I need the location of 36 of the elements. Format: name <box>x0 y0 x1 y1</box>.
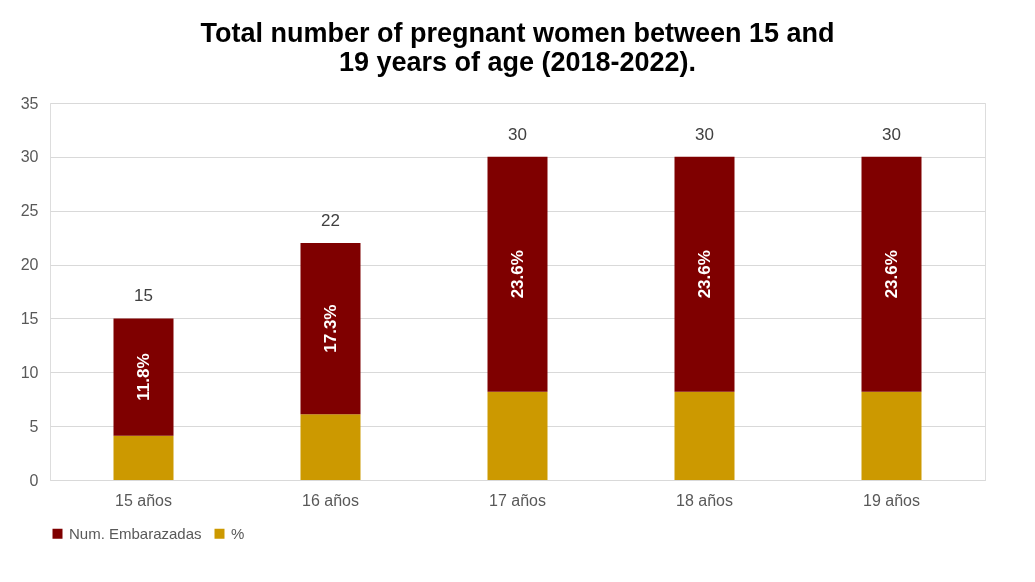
bar <box>674 391 735 480</box>
total-label: 30 <box>882 124 901 144</box>
bar <box>487 156 548 392</box>
y-tick-label: 10 <box>20 363 39 381</box>
x-tick-label: 16 años <box>302 491 359 509</box>
total-label: 30 <box>508 124 527 144</box>
bar <box>113 318 174 436</box>
y-tick-label: 20 <box>20 256 39 274</box>
x-tick-label: 15 años <box>115 491 172 509</box>
bar <box>113 435 174 480</box>
legend-label: % <box>231 524 245 542</box>
y-tick-label: 35 <box>20 94 39 112</box>
annotation: 23.6% <box>507 250 527 299</box>
annotation: 23.6% <box>881 250 901 299</box>
annotation: 17.3% <box>320 304 340 353</box>
total-label: 22 <box>321 211 340 231</box>
y-tick-label: 15 <box>20 309 39 327</box>
bar <box>300 243 361 415</box>
x-tick-label: 18 años <box>676 491 733 509</box>
bar <box>674 156 735 392</box>
bar <box>861 156 922 392</box>
legend-label: Num. Embarazadas <box>69 524 202 542</box>
bar <box>300 414 361 480</box>
x-tick-label: 19 años <box>863 491 920 509</box>
y-tick-label: 5 <box>29 417 39 435</box>
bar <box>487 391 548 480</box>
annotation: 11.8% <box>133 353 153 401</box>
chart-title: Total number of pregnant women between 15 and 19 years of age (2018-2022). <box>200 18 835 77</box>
total-label: 30 <box>695 124 714 144</box>
total-label: 15 <box>134 286 153 306</box>
y-tick-label: 30 <box>20 148 39 166</box>
y-tick-label: 0 <box>29 471 39 489</box>
annotation: 23.6% <box>694 250 714 299</box>
y-tick-label: 25 <box>20 202 39 220</box>
bar <box>861 391 922 480</box>
x-tick-label: 17 años <box>489 491 546 509</box>
